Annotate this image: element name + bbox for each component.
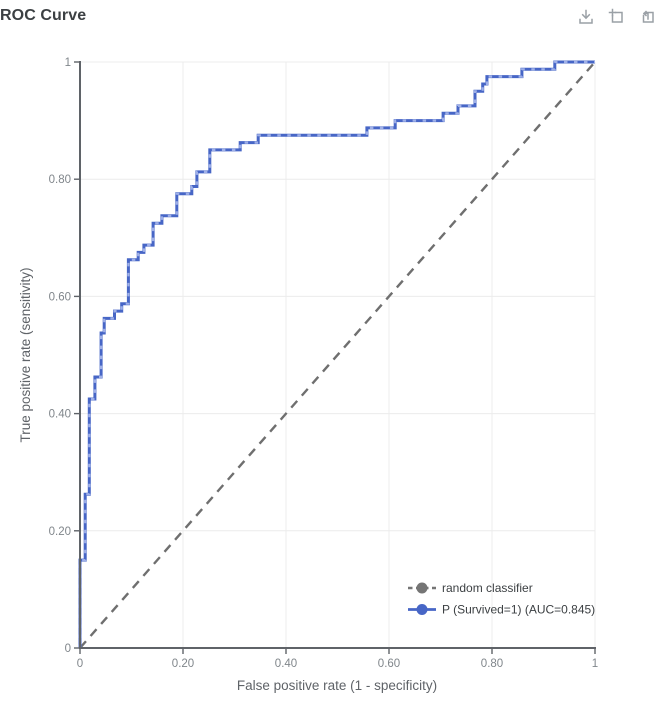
y-tick-label: 1 [65, 57, 71, 69]
legend: random classifier P (Survived=1) (AUC=0.… [408, 581, 595, 617]
x-tick-label: 0 [77, 658, 83, 670]
legend-item-random-classifier[interactable]: random classifier [408, 581, 533, 595]
x-tick-label: 0.80 [481, 658, 503, 670]
y-axis-ticks: 0 0.20 0.40 0.60 0.80 1 [49, 57, 80, 655]
legend-label-random-classifier: random classifier [442, 581, 533, 595]
download-icon[interactable] [577, 8, 595, 26]
add-frame-icon[interactable] [608, 8, 626, 26]
y-tick-label: 0 [65, 643, 71, 655]
x-tick-label: 0.20 [172, 658, 194, 670]
y-tick-label: 0.80 [49, 174, 71, 186]
legend-item-roc-series[interactable]: P (Survived=1) (AUC=0.845) [408, 603, 595, 617]
legend-marker-blue [416, 604, 428, 615]
y-tick-label: 0.40 [49, 409, 71, 421]
pop-out-icon[interactable] [639, 8, 657, 26]
x-tick-label: 1 [592, 658, 598, 670]
chart-toolbar [577, 8, 657, 26]
random-classifier-line [79, 61, 596, 649]
y-tick-label: 0.60 [49, 291, 71, 303]
y-axis-title: True positive rate (sensitivity) [18, 267, 33, 442]
x-tick-label: 0.60 [378, 658, 400, 670]
legend-marker-gray [416, 582, 428, 594]
legend-label-roc-series: P (Survived=1) (AUC=0.845) [442, 603, 595, 617]
x-tick-label: 0.40 [275, 658, 297, 670]
y-tick-label: 0.20 [49, 526, 71, 538]
gridlines [80, 61, 596, 648]
x-axis-ticks: 0 0.20 0.40 0.60 0.80 1 [77, 648, 598, 670]
roc-curve-line [78, 60, 595, 648]
axes [79, 61, 596, 649]
x-axis-title: False positive rate (1 - specificity) [237, 678, 437, 693]
chart-title: ROC Curve [0, 7, 87, 24]
